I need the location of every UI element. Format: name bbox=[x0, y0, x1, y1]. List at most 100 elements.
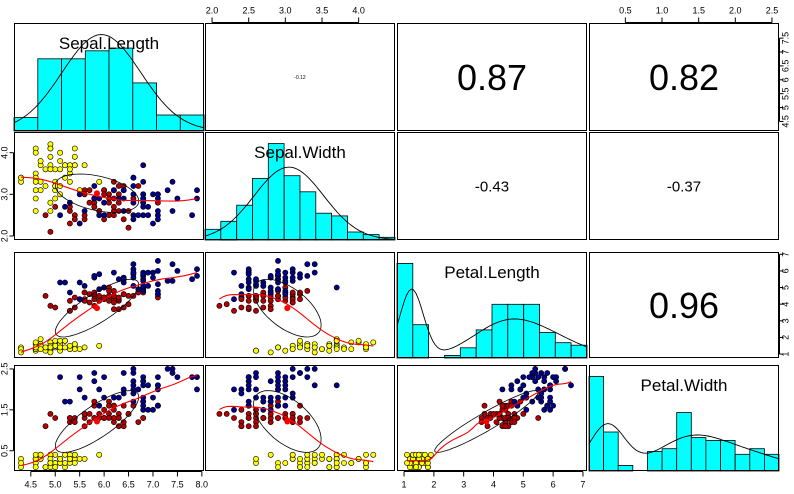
axis-tick-label: 6 bbox=[781, 77, 791, 82]
scatter-point bbox=[150, 220, 156, 227]
scatter-point bbox=[541, 406, 548, 413]
scatter-point bbox=[297, 455, 303, 462]
scatter-point bbox=[71, 460, 78, 466]
loess-smooth bbox=[20, 375, 198, 467]
scatter-point bbox=[125, 410, 132, 417]
scatter-point bbox=[150, 406, 156, 413]
scatter-point bbox=[499, 386, 506, 393]
scatter-point bbox=[67, 342, 73, 349]
scatter-point bbox=[275, 374, 281, 380]
scatter-point bbox=[115, 423, 122, 430]
axis-tick-label: 5.5 bbox=[73, 480, 86, 490]
scatter-point bbox=[57, 344, 63, 351]
histogram-bar bbox=[179, 114, 205, 132]
scatter-point bbox=[71, 153, 78, 160]
scatter-point bbox=[150, 269, 156, 276]
scatter-point bbox=[253, 276, 259, 283]
scatter-point bbox=[135, 386, 142, 393]
scatter-point bbox=[415, 451, 422, 458]
scatter-point bbox=[245, 271, 252, 278]
scatter-point bbox=[120, 386, 127, 393]
scatter-point bbox=[76, 279, 83, 286]
scatter-point bbox=[91, 272, 98, 279]
panel-frame bbox=[205, 252, 395, 358]
scatter-point bbox=[326, 455, 333, 462]
scatter-point bbox=[130, 261, 137, 268]
panel-frame bbox=[397, 132, 587, 240]
scatter-point bbox=[282, 347, 289, 354]
scatter-point bbox=[164, 187, 171, 194]
scatter-point bbox=[275, 394, 281, 401]
scatter-point bbox=[135, 212, 142, 219]
scatter-point bbox=[120, 370, 127, 376]
histogram-bar bbox=[315, 212, 332, 241]
axis-tick-label: 2.0 bbox=[729, 6, 742, 16]
scatter-point bbox=[130, 216, 137, 223]
density-curve bbox=[13, 34, 205, 129]
panel-sepal-length-sepal-width: -0.12 bbox=[205, 23, 395, 131]
scatter-point bbox=[326, 464, 333, 470]
correlation-ellipse bbox=[253, 278, 322, 338]
scatter-point bbox=[101, 199, 107, 206]
scatter-point bbox=[311, 344, 318, 351]
histogram-bar bbox=[396, 262, 414, 359]
scatter-point bbox=[289, 289, 296, 296]
axis-tick-label: 4.5 bbox=[781, 115, 791, 128]
scatter-point bbox=[76, 346, 83, 352]
scatter-point bbox=[231, 296, 237, 303]
scatter-point bbox=[289, 346, 296, 352]
scatter-point bbox=[363, 451, 369, 458]
scatter-point bbox=[115, 183, 122, 189]
scatter-point bbox=[275, 257, 281, 264]
scatter-point bbox=[76, 296, 83, 303]
scatter-point bbox=[96, 212, 103, 219]
scatter-point bbox=[91, 195, 98, 202]
scatter-point bbox=[550, 374, 556, 380]
scatter-point bbox=[532, 378, 539, 385]
axis-tick-label: 7 bbox=[580, 480, 585, 490]
scatter-point bbox=[57, 158, 63, 164]
panel-petal-length-petal-width: 0.96 bbox=[589, 252, 779, 358]
scatter-point bbox=[538, 370, 545, 376]
scatter-point bbox=[125, 224, 132, 231]
scatter-point bbox=[304, 451, 311, 458]
scatter-point bbox=[76, 455, 83, 462]
scatter-point bbox=[18, 460, 24, 466]
scatter-point bbox=[145, 282, 151, 289]
panel-frame bbox=[205, 23, 395, 131]
axis-tick-label: 6 bbox=[781, 268, 791, 273]
scatter-point bbox=[267, 272, 274, 279]
scatter-point bbox=[37, 158, 44, 164]
panel-frame bbox=[589, 23, 779, 131]
centroid-point bbox=[483, 418, 490, 425]
scatter-point bbox=[260, 282, 267, 289]
axis-tick-label: 7.0 bbox=[147, 480, 160, 490]
axis-tick-label: 2.5 bbox=[0, 363, 10, 376]
histogram-bar bbox=[705, 439, 721, 472]
scatter-point bbox=[115, 394, 122, 401]
scatter-point bbox=[150, 191, 156, 198]
scatter-point bbox=[355, 337, 362, 344]
axis-tick-label: 7 bbox=[781, 49, 791, 54]
scatter-point bbox=[130, 183, 137, 189]
scatter-point bbox=[96, 178, 103, 185]
scatter-point bbox=[529, 398, 536, 405]
scatter-point bbox=[520, 410, 527, 417]
scatter-point bbox=[67, 220, 73, 227]
scatter-point bbox=[96, 342, 103, 349]
scatter-point bbox=[71, 304, 78, 311]
panel-sepal-width-petal-width: -0.37 bbox=[589, 132, 779, 240]
scatter-point bbox=[47, 166, 54, 173]
scatter-point bbox=[67, 398, 73, 405]
axis-tick-label: 6.0 bbox=[98, 480, 111, 490]
axes: 4.5 5.0 5.5 6.0 6.5 7.0 7.5 8.0 1 2 3 4 5 6 7 2.0 2.5 3.0… bbox=[0, 6, 791, 490]
scatter-point bbox=[81, 162, 88, 169]
scatter-point bbox=[42, 344, 49, 351]
scatter-point bbox=[238, 406, 245, 413]
centroid-point bbox=[94, 190, 100, 197]
scatter-point bbox=[106, 402, 112, 409]
scatter-point bbox=[245, 297, 252, 304]
scatter-point bbox=[154, 208, 161, 214]
histogram-bar bbox=[37, 58, 62, 132]
panel-frame bbox=[205, 365, 395, 471]
